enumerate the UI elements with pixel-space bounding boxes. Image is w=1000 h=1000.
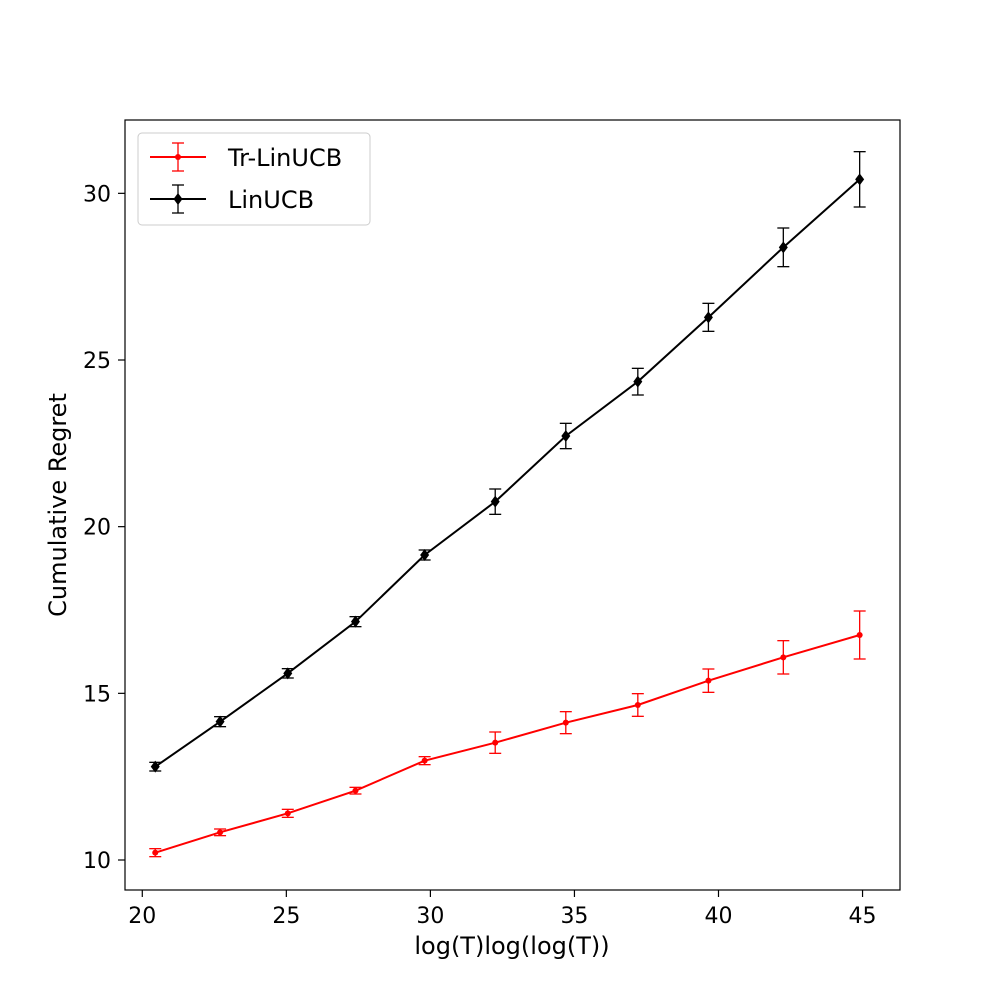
legend-item-tr-linucb: Tr-LinUCB — [150, 142, 342, 172]
data-point — [215, 715, 225, 728]
data-point — [561, 430, 571, 442]
y-axis-label: Cumulative Regret — [44, 393, 72, 617]
data-point — [217, 829, 224, 836]
x-tick-label: 25 — [272, 904, 300, 929]
y-tick-label: 10 — [83, 849, 111, 874]
data-point — [856, 632, 863, 638]
data-point — [350, 615, 360, 628]
data-point — [855, 173, 865, 186]
legend-item-linucb: LinUCB — [150, 184, 314, 214]
data-point — [703, 311, 713, 324]
data-point — [150, 760, 160, 773]
data-point — [283, 667, 293, 680]
plot-area — [124, 119, 901, 891]
series-layer — [149, 151, 866, 858]
data-point — [284, 810, 291, 817]
data-point — [562, 719, 569, 726]
x-tick-label: 20 — [128, 904, 156, 929]
series-tr-linucb — [149, 610, 866, 858]
x-axis-label: log(T)log(log(T)) — [414, 932, 609, 960]
data-point — [152, 849, 159, 856]
data-point — [421, 757, 428, 764]
x-tick-label: 45 — [849, 904, 877, 929]
data-point — [492, 739, 499, 746]
legend-marker — [173, 193, 183, 205]
y-tick-label: 15 — [83, 682, 111, 707]
y-axis: 10 15 20 25 30 — [83, 182, 125, 874]
data-point — [705, 677, 712, 684]
x-tick-label: 30 — [416, 904, 444, 929]
data-point — [634, 702, 641, 708]
legend-label: LinUCB — [228, 186, 314, 214]
x-tick-label: 40 — [704, 904, 732, 929]
legend-marker — [175, 154, 181, 160]
legend-label: Tr-LinUCB — [227, 144, 342, 172]
data-point — [780, 654, 787, 661]
data-point — [490, 495, 500, 508]
y-tick-label: 30 — [83, 182, 111, 207]
data-point — [352, 787, 359, 794]
x-axis: 20 25 30 35 40 45 — [128, 890, 877, 929]
data-point — [420, 549, 430, 561]
series-linucb — [149, 151, 866, 773]
x-tick-label: 35 — [560, 904, 588, 929]
y-tick-label: 25 — [83, 349, 111, 374]
y-tick-label: 20 — [83, 516, 111, 541]
data-point — [633, 375, 643, 388]
data-point — [778, 241, 788, 254]
legend: Tr-LinUCB LinUCB — [137, 132, 371, 226]
